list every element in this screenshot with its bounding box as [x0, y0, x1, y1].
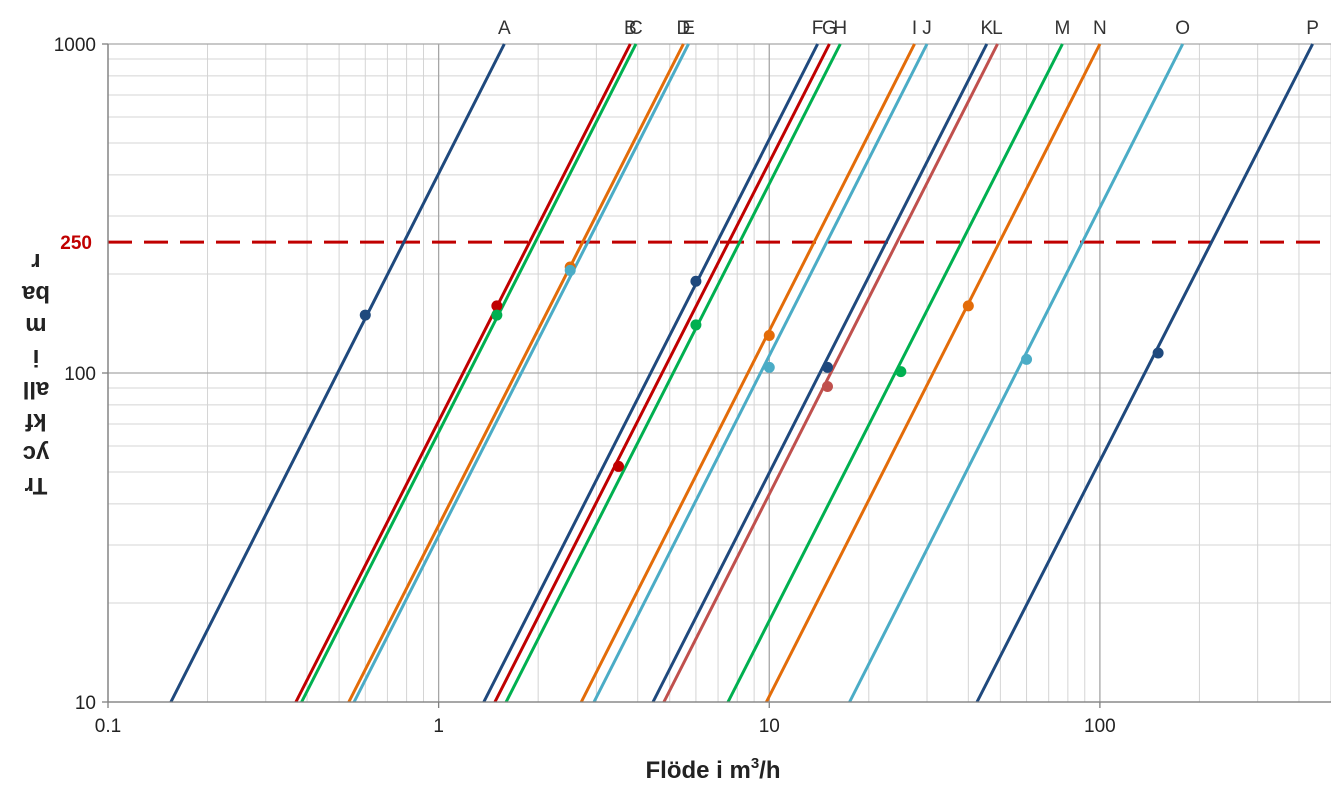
x-tick-label: 1 [433, 716, 444, 737]
series-label-e: E [682, 18, 695, 39]
series-marker-o [1021, 353, 1033, 365]
series-line-n [765, 43, 1102, 703]
series-line-l [662, 43, 999, 703]
x-tick-label: 100 [1084, 716, 1116, 737]
y-axis-label-line: Tr [25, 472, 48, 499]
series-label-d: D [677, 18, 691, 39]
x-tick-label: 0.1 [95, 716, 121, 737]
series-label-a: A [498, 18, 511, 39]
series-marker-e [564, 264, 576, 276]
series-line-b [294, 43, 632, 703]
series-marker-n [962, 300, 974, 312]
series-label-l: L [992, 18, 1003, 39]
y-axis-label-line: m [25, 312, 46, 339]
series-marker-a [359, 309, 371, 321]
series-line-f [482, 43, 819, 703]
series-label-c: C [629, 18, 643, 39]
series-line-k [651, 43, 989, 703]
series-line-o [848, 43, 1185, 703]
series-line-c [300, 43, 638, 703]
series-line-j [592, 43, 929, 703]
series-marker-h [690, 319, 702, 331]
series-label-j: J [922, 18, 932, 39]
x-tick-label: 10 [759, 716, 780, 737]
series-marker-k [821, 361, 833, 373]
y-axis-label-line: yc [23, 440, 50, 467]
tick-labels: 0.1 1 10 100 10 100 1000 250 [54, 35, 1116, 737]
series-label-f: F [812, 18, 824, 39]
series-label-p: P [1306, 18, 1319, 39]
y-axis-label-line: all [23, 376, 50, 403]
y-tick-label: 10 [75, 693, 96, 714]
series-line-d [347, 43, 685, 703]
series-line-i [579, 43, 916, 703]
y-axis-label-line: ba [21, 280, 50, 307]
x-axis-label: Flöde i m3/h [645, 755, 780, 784]
series-label-m: M [1054, 18, 1070, 39]
series-line-h [504, 43, 842, 703]
series-marker-p [1152, 347, 1164, 359]
series-marker-g [613, 460, 625, 472]
series-marker-m [895, 366, 907, 378]
series-label-b: B [624, 18, 637, 39]
series-label-o: O [1175, 18, 1190, 39]
series-marker-b [491, 300, 503, 312]
series-line-a [169, 43, 506, 703]
y-axis-label-line: i [33, 344, 40, 371]
series-line-e [352, 43, 690, 703]
series-label-n: N [1093, 18, 1107, 39]
series-line-g [493, 43, 831, 703]
series-marker-i [763, 330, 775, 342]
series-lines [169, 43, 1314, 703]
axes [102, 43, 1331, 708]
series-markers [359, 261, 1164, 472]
series-marker-f [690, 275, 702, 287]
series-label-h: H [833, 18, 847, 39]
y-axis-label-line: r [31, 248, 40, 275]
series-label-i: I [912, 18, 917, 39]
series-line-m [726, 43, 1064, 703]
series-marker-j [763, 361, 775, 373]
series-label-g: G [822, 18, 837, 39]
series-labels: A BC DE FGH I J K L M N O P [498, 18, 1319, 39]
y-axis-label-line: kf [24, 408, 46, 435]
series-line-p [975, 43, 1314, 703]
y-tick-label: 1000 [54, 35, 96, 56]
reference-line-label: 250 [60, 233, 92, 254]
y-tick-label: 100 [64, 364, 96, 385]
series-marker-l [821, 380, 833, 392]
y-axis-label: Tr yc kf all im ba r [21, 248, 50, 499]
series-label-k: K [980, 18, 993, 39]
series-marker-c [491, 309, 503, 321]
